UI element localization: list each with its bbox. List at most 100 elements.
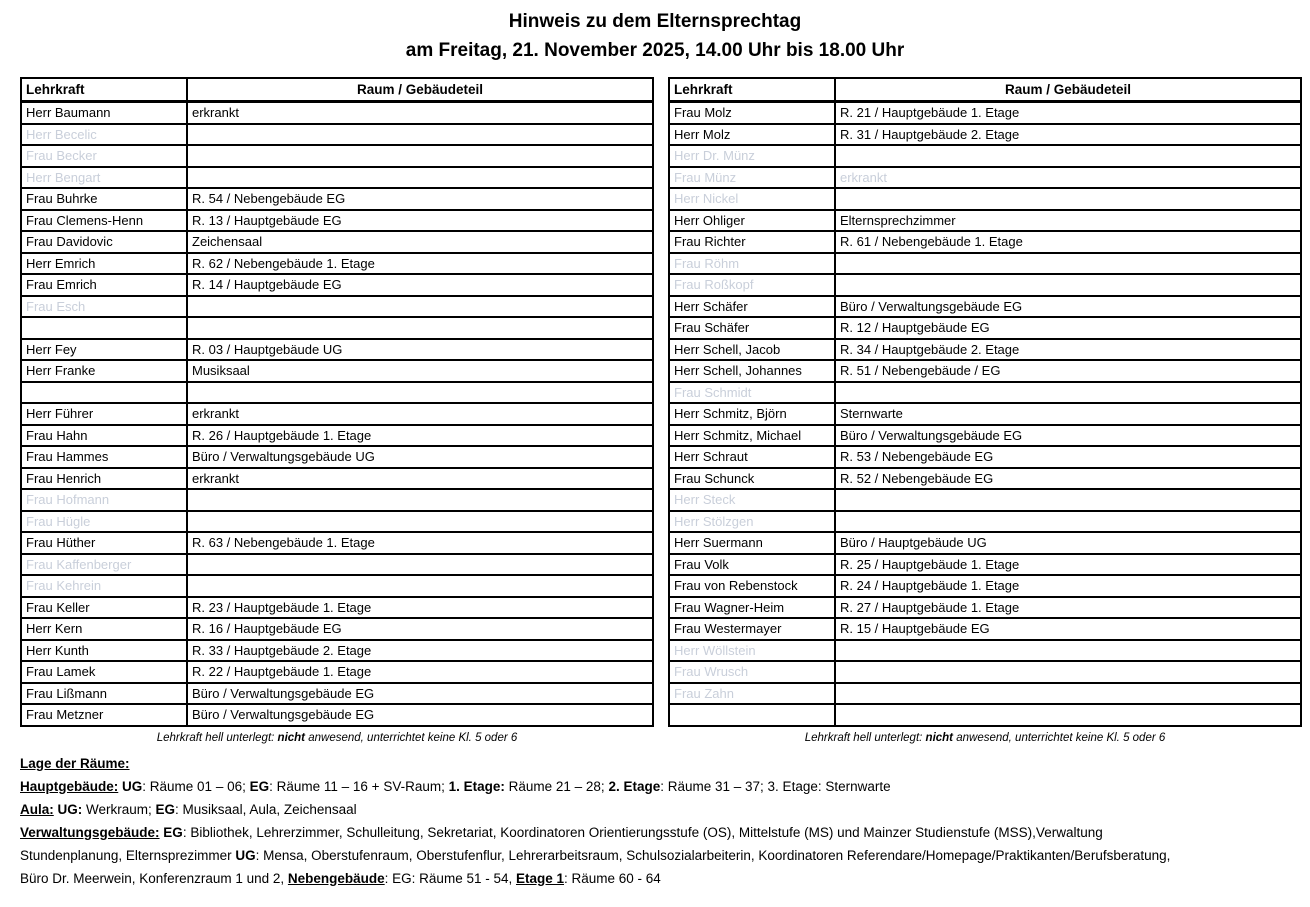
footnote-text: Lehrkraft hell unterlegt: xyxy=(804,731,926,744)
teacher-name-cell: Frau Kaffenberger xyxy=(20,552,188,576)
page-title-line1: Hinweis zu dem Elternsprechtag xyxy=(508,11,802,32)
room-cell: Büro / Verwaltungsgebäude EG xyxy=(186,703,654,727)
room-cell: R. 16 / Hauptgebäude EG xyxy=(186,617,654,641)
teacher-name-cell: Frau Esch xyxy=(20,294,188,318)
room-cell: Büro / Verwaltungsgebäude EG xyxy=(834,423,1302,447)
table-row: Herr Führer erkrankt xyxy=(20,402,654,426)
teacher-name-cell: Frau Hammes xyxy=(20,445,188,469)
legend-segment: UG xyxy=(235,847,256,863)
teacher-name-cell: Herr Nickel xyxy=(668,187,836,211)
teacher-name-cell: Frau Becker xyxy=(20,144,188,168)
teacher-name-cell: Frau Schunck xyxy=(668,466,836,490)
table-row: Herr Kern R. 16 / Hauptgebäude EG xyxy=(20,617,654,641)
teacher-name-cell: Herr Stölzgen xyxy=(668,509,836,533)
table-row: Frau von Rebenstock R. 24 / Hauptgebäude … xyxy=(668,574,1302,598)
table-row: Herr Fey R. 03 / Hauptgebäude UG xyxy=(20,337,654,361)
table-row: Frau Becker xyxy=(20,144,654,168)
table-row: Frau Röhm xyxy=(668,251,1302,275)
table-row: Frau Schmidt xyxy=(668,380,1302,404)
room-cell: R. 63 / Nebengebäude 1. Etage xyxy=(186,531,654,555)
table-row: Frau Henrich erkrankt xyxy=(20,466,654,490)
room-cell xyxy=(186,316,654,340)
table-footnote: Lehrkraft hell unterlegt: nicht anwesend… xyxy=(20,732,654,744)
table-row: Frau Molz R. 21 / Hauptgebäude 1. Etage xyxy=(668,100,1302,125)
teacher-name-cell: Herr Führer xyxy=(20,402,188,426)
table-row: Herr Stölzgen xyxy=(668,509,1302,533)
room-cell: R. 12 / Hauptgebäude EG xyxy=(834,316,1302,340)
table-row: Herr Nickel xyxy=(668,187,1302,211)
room-cell xyxy=(186,144,654,168)
table-row: Frau Roßkopf xyxy=(668,273,1302,297)
room-cell: R. 27 / Hauptgebäude 1. Etage xyxy=(834,595,1302,619)
room-cell: R. 54 / Nebengebäude EG xyxy=(186,187,654,211)
teacher-name-cell: Herr Dr. Münz xyxy=(668,144,836,168)
room-cell xyxy=(186,552,654,576)
table-row: Frau Buhrke R. 54 / Nebengebäude EG xyxy=(20,187,654,211)
teacher-name-cell: Frau Röhm xyxy=(668,251,836,275)
teacher-name-cell: Herr Ohliger xyxy=(668,208,836,232)
table-row: Frau Richter R. 61 / Nebengebäude 1. Etag… xyxy=(668,230,1302,254)
legend-segment: : Räume 11 – 16 + SV-Raum; xyxy=(269,778,449,794)
legend-line: Hauptgebäude: UG: Räume 01 – 06; EG: Räu… xyxy=(20,775,1310,798)
tables-row: Lehrkraft Raum / Gebäudeteil Herr Bauman… xyxy=(0,77,1310,744)
legend-line: Stundenplanung, Elternsprezimmer UG: Men… xyxy=(20,844,1310,867)
table-row: Frau Hüther R. 63 / Nebengebäude 1. Etage xyxy=(20,531,654,555)
room-cell xyxy=(186,165,654,189)
teacher-name-cell: Herr Bengart xyxy=(20,165,188,189)
room-cell xyxy=(834,638,1302,662)
teacher-name-cell: Herr Kunth xyxy=(20,638,188,662)
legend-line: Aula: UG: Werkraum; EG: Musiksaal, Aula,… xyxy=(20,798,1310,821)
table-row: Herr Dr. Münz xyxy=(668,144,1302,168)
teacher-name-cell: Frau Keller xyxy=(20,595,188,619)
legend-segment: : Mensa, Oberstufenraum, Oberstufenflur,… xyxy=(255,847,1171,863)
table-row: Herr Schäfer Büro / Verwaltungsgebäude EG xyxy=(668,294,1302,318)
teacher-name-cell: Herr Steck xyxy=(668,488,836,512)
teacher-name-cell: Frau Zahn xyxy=(668,681,836,705)
room-cell: R. 25 / Hauptgebäude 1. Etage xyxy=(834,552,1302,576)
room-cell xyxy=(834,273,1302,297)
teacher-name-cell: Herr Schmitz, Michael xyxy=(668,423,836,447)
room-cell: Büro / Verwaltungsgebäude EG xyxy=(834,294,1302,318)
column-header-teacher: Lehrkraft xyxy=(20,77,188,103)
teacher-name-cell: Herr Kern xyxy=(20,617,188,641)
table-row: Herr Ohliger Elternsprechzimmer xyxy=(668,208,1302,232)
table-row: Herr Becelic xyxy=(20,122,654,146)
legend-segment: : Räume 60 - 64 xyxy=(564,870,661,886)
table-header-row: Lehrkraft Raum / Gebäudeteil xyxy=(20,77,654,103)
legend-segment: Stundenplanung, Elternsprezimmer xyxy=(20,847,236,863)
legend-segment: Etage 1 xyxy=(515,870,565,886)
room-cell: R. 21 / Hauptgebäude 1. Etage xyxy=(834,100,1302,125)
room-cell xyxy=(834,144,1302,168)
table-row xyxy=(20,380,654,404)
table-row: Frau Clemens-Henn R. 13 / Hauptgebäude EG xyxy=(20,208,654,232)
table-row: Frau Kehrein xyxy=(20,574,654,598)
table-row: Frau Hügle xyxy=(20,509,654,533)
table-row: Frau Münz erkrankt xyxy=(668,165,1302,189)
table-row: Herr Suermann Büro / Hauptgebäude UG xyxy=(668,531,1302,555)
legend-segment: : EG: Räume 51 - 54, xyxy=(384,870,516,886)
room-cell: Elternsprechzimmer xyxy=(834,208,1302,232)
page-title: Hinweis zu dem Elternsprechtag am Freita… xyxy=(0,0,1310,65)
room-cell xyxy=(834,509,1302,533)
teacher-name-cell xyxy=(20,380,188,404)
legend-segment: EG xyxy=(163,824,183,840)
teacher-room-table: Lehrkraft Raum / Gebäudeteil Frau Molz R.… xyxy=(668,77,1302,727)
teacher-name-cell: Frau Hofmann xyxy=(20,488,188,512)
legend-segment: 2. Etage xyxy=(608,778,661,794)
room-cell: Büro / Verwaltungsgebäude UG xyxy=(186,445,654,469)
room-cell xyxy=(834,660,1302,684)
teacher-name-cell: Frau Lißmann xyxy=(20,681,188,705)
footnote-text: Lehrkraft hell unterlegt: xyxy=(156,731,278,744)
teacher-name-cell: Frau Wrusch xyxy=(668,660,836,684)
table-row: Frau Westermayer R. 15 / Hauptgebäude EG xyxy=(668,617,1302,641)
teacher-name-cell xyxy=(20,316,188,340)
table-row: Frau Hofmann xyxy=(20,488,654,512)
room-cell: R. 24 / Hauptgebäude 1. Etage xyxy=(834,574,1302,598)
teacher-name-cell: Herr Schell, Johannes xyxy=(668,359,836,383)
teacher-name-cell: Herr Schmitz, Björn xyxy=(668,402,836,426)
teacher-name-cell: Frau Emrich xyxy=(20,273,188,297)
table-row: Frau Emrich R. 14 / Hauptgebäude EG xyxy=(20,273,654,297)
column-header-teacher: Lehrkraft xyxy=(668,77,836,103)
table-header-row: Lehrkraft Raum / Gebäudeteil xyxy=(668,77,1302,103)
